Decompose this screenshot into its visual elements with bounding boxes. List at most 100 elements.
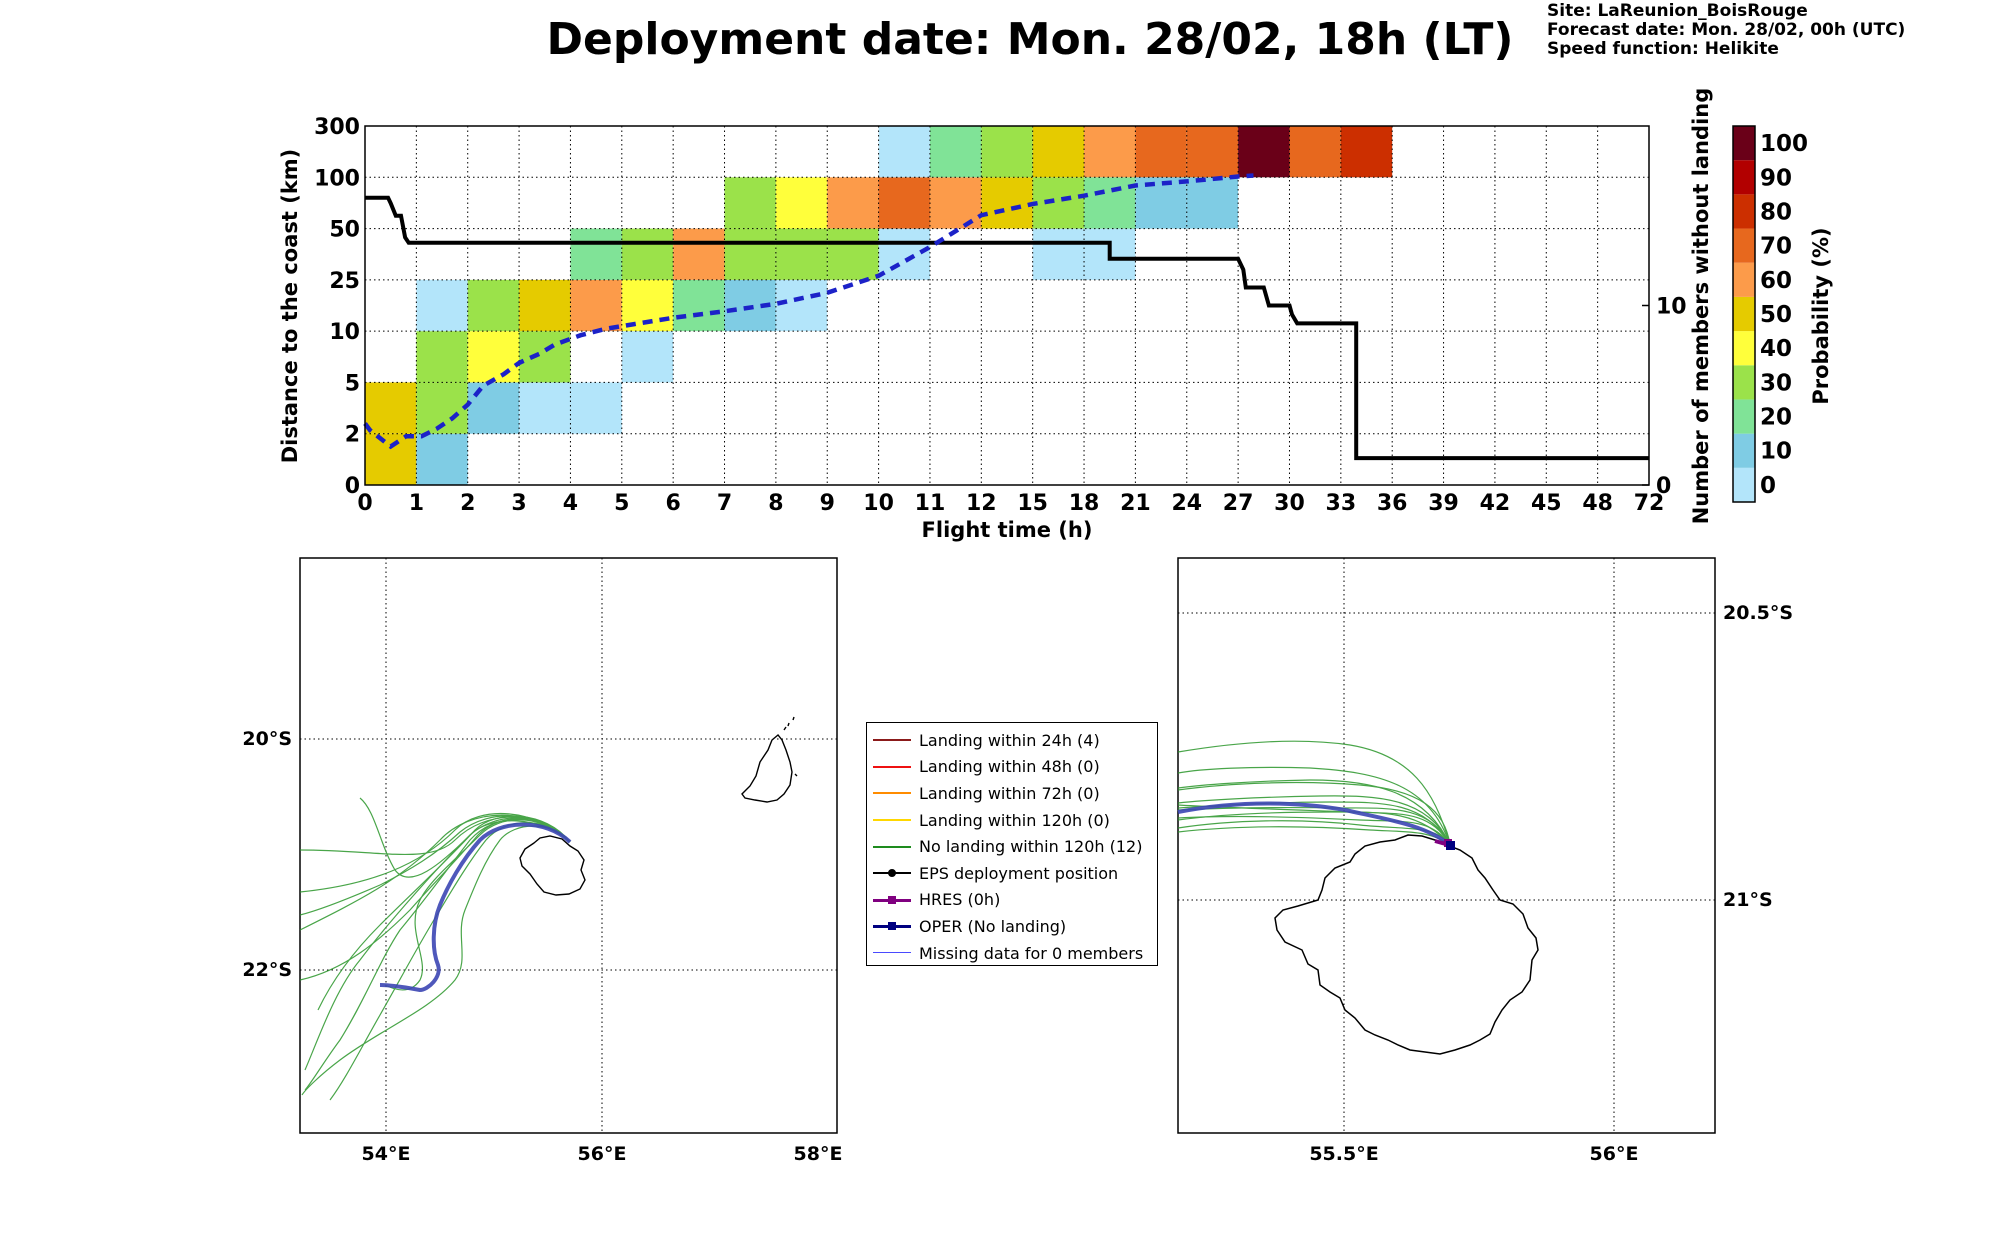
heatmap-cell (1238, 126, 1290, 178)
x-tick-label: 21 (1120, 491, 1151, 516)
legend-item: Landing within 120h (0) (873, 807, 1157, 834)
colorbar-swatch (1733, 296, 1755, 332)
heatmap-cell (570, 382, 622, 434)
colorbar-label: Probability (%) (1809, 227, 1833, 404)
zoom-map-y-tick: 21°S (1723, 889, 1773, 911)
heatmap-lines (363, 173, 1649, 461)
heatmap-cell (673, 228, 725, 280)
legend-swatch (873, 785, 911, 801)
heatmap-cell (1032, 177, 1085, 229)
legend-item: OPER (No landing) (873, 913, 1157, 940)
heatmap-cell (365, 433, 417, 485)
colorbar-tick-label: 20 (1760, 405, 1792, 431)
heatmap-cell (621, 228, 674, 280)
legend-item: Landing within 24h (4) (873, 727, 1157, 754)
y-tick-label: 300 (314, 115, 360, 140)
x-tick-label: 24 (1171, 491, 1202, 516)
heatmap-cell (1135, 177, 1187, 229)
members-without-landing-line (365, 195, 1649, 461)
x-tick-label: 42 (1480, 491, 1511, 516)
legend-label: HRES (0h) (919, 890, 1001, 910)
colorbar-tick-label: 90 (1760, 165, 1792, 191)
x-tick-label: 2 (460, 491, 475, 516)
x-tick-label: 10 (863, 491, 894, 516)
oper-trajectory (379, 822, 572, 993)
colorbar-swatch (1733, 399, 1755, 434)
x-tick-label: 36 (1377, 491, 1408, 516)
legend-item: Landing within 48h (0) (873, 754, 1157, 781)
legend-label: OPER (No landing) (919, 916, 1067, 936)
legend-label: Landing within 48h (0) (919, 757, 1100, 777)
colorbar-swatch (1733, 433, 1755, 468)
colorbar: 0 10 20 30 40 50 60 70 80 90 100 (1732, 125, 1808, 503)
heatmap-cell (775, 177, 828, 229)
x-tick-label: 5 (614, 491, 629, 516)
regional-map-y-ticks: 20°S 22°S (242, 728, 292, 981)
zoom-map: 55.5°E 56°E 20.5°S 21°S (1177, 557, 1793, 1165)
mauritius-coastline (741, 734, 793, 803)
x-tick-label: 0 (357, 491, 372, 516)
legend-label: Landing within 72h (0) (919, 783, 1100, 803)
reunion-coastline-zoom (1274, 834, 1539, 1055)
reunion-coastline (519, 835, 586, 896)
colorbar-swatch (1733, 365, 1755, 400)
legend-item: Missing data for 0 members (873, 940, 1157, 967)
x-tick-label: 9 (820, 491, 835, 516)
legend-swatch (873, 759, 911, 775)
oper-marker (1446, 841, 1455, 850)
regional-map: 54°E 56°E 58°E 20°S 22°S (242, 557, 843, 1165)
heatmap-cell (724, 177, 776, 229)
probability-heatmap: 0 1 2 3 4 5 6 7 8 9 10 11 12 15 18 21 24 27 30 33 36 39 42 45 48… (278, 88, 1833, 542)
legend-label: Missing data for 0 members (919, 943, 1144, 963)
heatmap-cell (467, 279, 520, 332)
x-tick-label: 1 (409, 491, 424, 516)
legend-swatch (873, 732, 911, 748)
heatmap-cell (1135, 126, 1187, 178)
x-tick-label: 33 (1326, 491, 1357, 516)
colorbar-tick-label: 0 (1760, 473, 1776, 499)
heatmap-cell (775, 228, 828, 280)
colorbar-tick-label: 40 (1760, 336, 1792, 362)
x-tick-label: 45 (1531, 491, 1562, 516)
heatmap-cell (570, 279, 622, 332)
heatmap-cell (724, 228, 776, 280)
regional-map-x-tick: 56°E (578, 1143, 627, 1165)
heatmap-cell (1186, 177, 1239, 229)
heatmap-cell (1289, 126, 1341, 178)
legend-swatch (873, 812, 911, 828)
x-tick-label: 72 (1634, 491, 1665, 516)
regional-map-x-ticks: 54°E 56°E 58°E (362, 1143, 843, 1165)
x-tick-label: 8 (768, 491, 783, 516)
heatmap-cell (878, 177, 930, 229)
y-tick-label: 50 (329, 218, 360, 243)
y2-tick-labels: 0 10 (1642, 295, 1687, 499)
heatmap-cell (929, 177, 982, 229)
regional-map-x-tick: 54°E (362, 1143, 411, 1165)
y2-tick-label: 10 (1656, 295, 1687, 320)
zoom-map-x-tick: 56°E (1590, 1143, 1639, 1165)
speed-function-label: Speed function: Helikite (1547, 39, 1779, 59)
heatmap-cell (1084, 126, 1136, 178)
heatmap-cells (365, 126, 1393, 485)
heatmap-cell (981, 177, 1033, 229)
x-tick-labels: 0 1 2 3 4 5 6 7 8 9 10 11 12 15 18 21 24 27 30 33 36 39 42 45 48… (357, 491, 1664, 516)
heatmap-cell (878, 228, 930, 280)
heatmap-cell (416, 279, 468, 332)
zoom-map-y-tick: 20.5°S (1723, 602, 1793, 624)
y-tick-label: 25 (329, 269, 360, 294)
colorbar-tick-label: 50 (1760, 302, 1792, 328)
heatmap-cell (519, 331, 571, 383)
colorbar-swatch (1733, 194, 1755, 229)
heatmap-cell (519, 279, 571, 332)
heatmap-cell (929, 126, 982, 178)
x-tick-label: 7 (717, 491, 732, 516)
colorbar-swatch (1733, 331, 1755, 366)
x-tick-label: 48 (1582, 491, 1613, 516)
heatmap-cell (467, 382, 520, 434)
x-tick-label: 15 (1017, 491, 1048, 516)
colorbar-tick-label: 100 (1760, 131, 1808, 157)
y2-tick-label: 0 (1656, 474, 1671, 499)
colorbar-tick-label: 80 (1760, 199, 1792, 225)
x-tick-label: 12 (966, 491, 997, 516)
